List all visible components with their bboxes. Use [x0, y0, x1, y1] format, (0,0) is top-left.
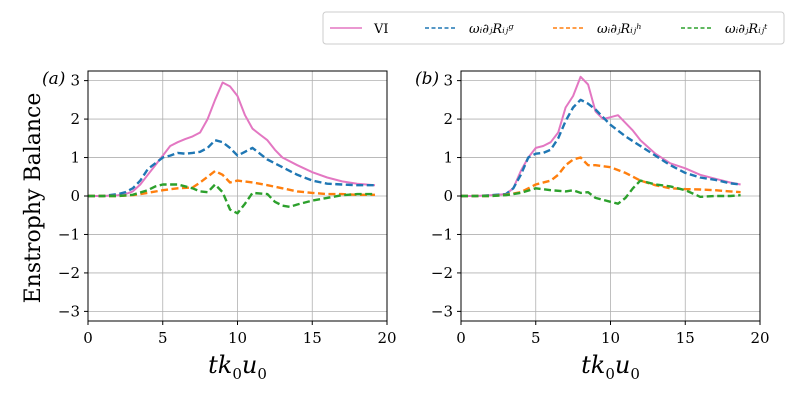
panel-a-x-axis-label: tk0u0	[208, 351, 267, 383]
panel-b-ytick-label-0: −3	[431, 302, 453, 320]
legend-label-3: ωᵢ∂ⱼRᵢⱼᵗ	[725, 22, 768, 37]
panel-b-x-axis-label: tk0u0	[581, 351, 640, 383]
panel-b-xtick-label-4: 20	[750, 329, 769, 347]
panel-b-ytick-label-1: −2	[431, 264, 453, 282]
panel-b-ytick-label-6: 3	[443, 72, 453, 90]
legend-label-0: VI	[373, 22, 389, 37]
panel-a-ytick-label-1: −2	[58, 264, 80, 282]
panel-b-label: (b)	[415, 69, 439, 89]
legend-label-2: ωᵢ∂ⱼRᵢⱼʰ	[597, 22, 642, 37]
panel-a-ytick-label-6: 3	[70, 72, 80, 90]
panel-b-series-0	[461, 75, 741, 197]
panel-b-ytick-label-4: 1	[443, 149, 453, 167]
panel-b-ytick-label-2: −1	[431, 225, 453, 243]
panel-b-xtick-label-2: 10	[601, 329, 620, 347]
panel-a-ytick-label-0: −3	[58, 302, 80, 320]
panel-a-series-1	[88, 138, 375, 198]
panel-a-series-3	[88, 183, 375, 215]
panel-b-xtick-label-3: 15	[676, 329, 695, 347]
panel-a-xtick-label-4: 20	[377, 329, 396, 347]
panel-b: 0 5 10 15 20 −3 −2 −1 0 1 2 3(b) tk0u0	[415, 69, 770, 383]
panel-a-series-0	[88, 81, 376, 197]
panel-a: 0 5 10 15 20 −3 −2 −1 0 1 2 3 (a) tk0u0	[42, 69, 397, 383]
panel-b-series-1	[461, 98, 741, 198]
panel-b-ytick-label-5: 2	[443, 110, 453, 128]
legend: VI ωᵢ∂ⱼRᵢⱼᵍ ωᵢ∂ⱼRᵢⱼʰ ωᵢ∂ⱼRᵢⱼᵗ	[322, 11, 785, 45]
panel-b-xtick-label-0: 0	[456, 329, 466, 347]
panel-a-xtick-label-3: 15	[303, 329, 322, 347]
panel-a-ytick-label-2: −1	[58, 225, 80, 243]
panel-b-ytick-label-3: 0	[443, 187, 453, 205]
panel-a-ytick-label-5: 2	[70, 110, 80, 128]
panel-a-ytick-label-4: 1	[70, 149, 80, 167]
panel-a-xtick-label-1: 5	[158, 329, 168, 347]
panel-b-series-2	[461, 156, 741, 198]
panel-a-series-2	[88, 169, 375, 198]
panel-b-series-3	[461, 179, 741, 205]
panel-b-xtick-label-1: 5	[531, 329, 541, 347]
panel-a-xtick-label-2: 10	[228, 329, 247, 347]
panel-a-label: (a)	[42, 69, 65, 89]
legend-label-1: ωᵢ∂ⱼRᵢⱼᵍ	[469, 22, 514, 37]
panel-a-xtick-label-0: 0	[83, 329, 93, 347]
y-axis-label: Enstrophy Balance	[21, 93, 46, 304]
panel-a-ytick-label-3: 0	[70, 187, 80, 205]
